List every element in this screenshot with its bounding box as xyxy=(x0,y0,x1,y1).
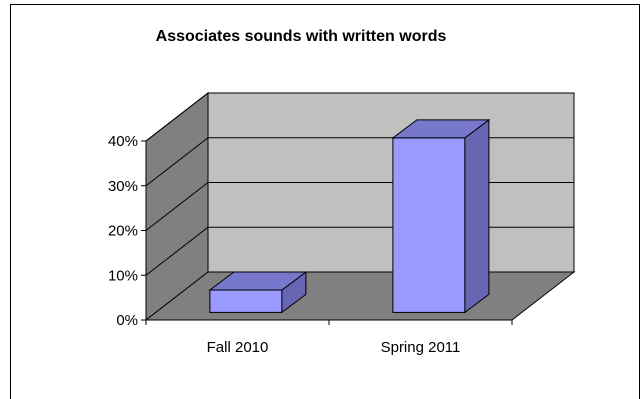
y-tick-label: 0% xyxy=(116,312,138,329)
bar-top xyxy=(391,119,491,139)
x-category-label: Fall 2010 xyxy=(207,339,269,356)
y-tick-label: 20% xyxy=(108,223,138,240)
bar-front xyxy=(392,137,466,313)
gridline xyxy=(145,92,574,142)
bar-top xyxy=(208,271,308,291)
y-tick-label: 10% xyxy=(108,267,138,284)
bar-front xyxy=(209,289,283,313)
chart-title: Associates sounds with written words xyxy=(155,28,447,45)
y-tick-label: 40% xyxy=(108,133,138,150)
bar-side xyxy=(464,118,490,314)
y-tick-label: 30% xyxy=(108,178,138,195)
x-category-label: Spring 2011 xyxy=(381,339,461,356)
